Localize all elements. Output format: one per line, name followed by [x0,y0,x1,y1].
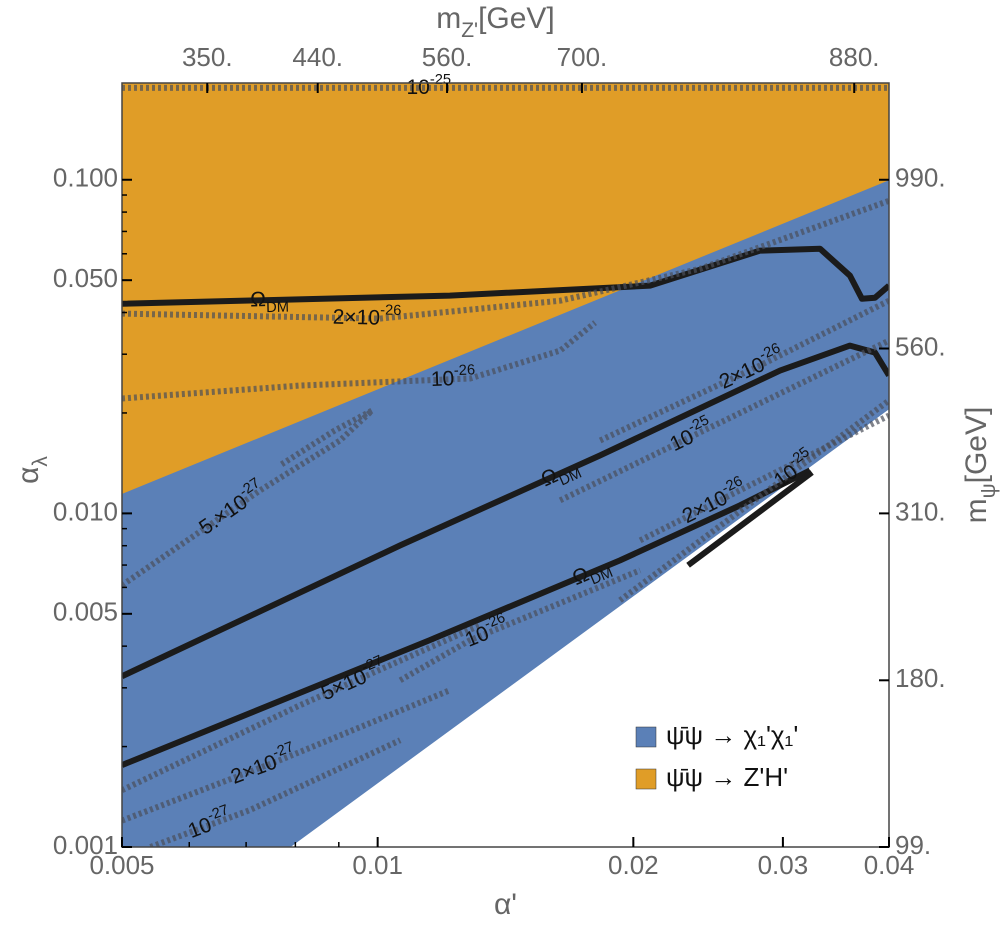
top-tick-label: 700. [557,42,608,72]
top-tick-label: 560. [422,42,473,72]
contour-dotted [398,567,642,683]
legend-label: ψ̄ψ → χ₁'χ₁' [666,720,798,750]
right-tick-label: 310. [895,496,946,526]
y-tick-label: 0.005 [53,597,118,627]
right-axis-title-after: [GeV] [960,407,993,484]
x-tick-label: 0.02 [608,850,659,880]
y-tick-label: 0.100 [53,163,118,193]
contour-label-sup: -27 [270,739,296,762]
top-tick-label: 880. [829,42,880,72]
contour-label: 10-26 [430,362,476,390]
contours [122,84,889,847]
legend-swatch [635,768,657,790]
contour-dotted [149,737,402,847]
y-tick-label: 0.050 [53,263,118,293]
right-tick-label: 560. [895,331,946,361]
contour-label-sup: -27 [359,653,385,676]
y-axis-title-main: α [12,467,45,484]
top-axis-title-sub: Z' [461,19,478,42]
top-axis-title: mZ'[GeV] [436,2,555,42]
right-axis-title-sub: ψ [977,483,1000,498]
legend: ψ̄ψ → χ₁'χ₁' ψ̄ψ → Z'H' [635,720,798,792]
top-axis-title-main: m [436,2,461,35]
right-tick-label: 990. [895,163,946,193]
contour-label-main: 2×10 [333,305,381,329]
y-tick-label: 0.010 [53,496,118,526]
contour-label: ΩDM [250,287,289,316]
contour-line [686,469,814,568]
right-axis-title-main: m [960,498,993,523]
contour-label-sub: DM [266,299,289,316]
contour-dotted [618,398,889,603]
contour-label: 10-27 [184,802,235,843]
x-tick-label: 0.005 [89,850,154,880]
contour-line [122,245,889,307]
plot-frame [121,82,890,848]
axes: 0.005 0.01 0.02 0.03 0.040.0010.0050.0100.05… [12,2,1000,921]
y-axis-title: αλ [12,456,52,484]
right-tick-label: 99. [895,830,931,860]
x-tick-label: 0.03 [758,850,809,880]
contour-label-sup: -26 [380,302,402,318]
x-tick-label: 0.04 [864,850,915,880]
right-axis-title: mψ[GeV] [960,407,1000,524]
contour-label-sup: -26 [454,362,476,379]
contour-label-sup: -27 [205,802,230,824]
y-axis-title-sub: λ [29,456,52,467]
contour-dotted [558,337,889,504]
contour-label: 2×10-26 [333,302,402,330]
y-tick-label: 0.001 [53,830,118,860]
top-tick-label: 350. [182,42,233,72]
contour-dotted [122,407,376,588]
contour-dotted [598,298,889,444]
right-tick-label: 180. [895,663,946,693]
legend-label: ψ̄ψ → Z'H' [666,762,788,792]
contour-label-main: 10 [407,75,430,98]
top-axis-title-after: [GeV] [478,2,555,35]
x-axis-title: α' [494,888,517,921]
top-tick-label: 440. [292,42,343,72]
contour-dotted [122,197,889,322]
contour-dotted [122,320,597,402]
contour-line [122,467,812,768]
legend-swatch [635,726,657,748]
contour-dotted [638,412,889,544]
x-tick-label: 0.01 [352,850,403,880]
contour-line [122,342,889,679]
contour-dotted [122,687,451,824]
contour-label-main: Ω [250,288,266,311]
contour-label-main: 10 [430,367,454,391]
contour-label-sup: -26 [482,610,508,633]
